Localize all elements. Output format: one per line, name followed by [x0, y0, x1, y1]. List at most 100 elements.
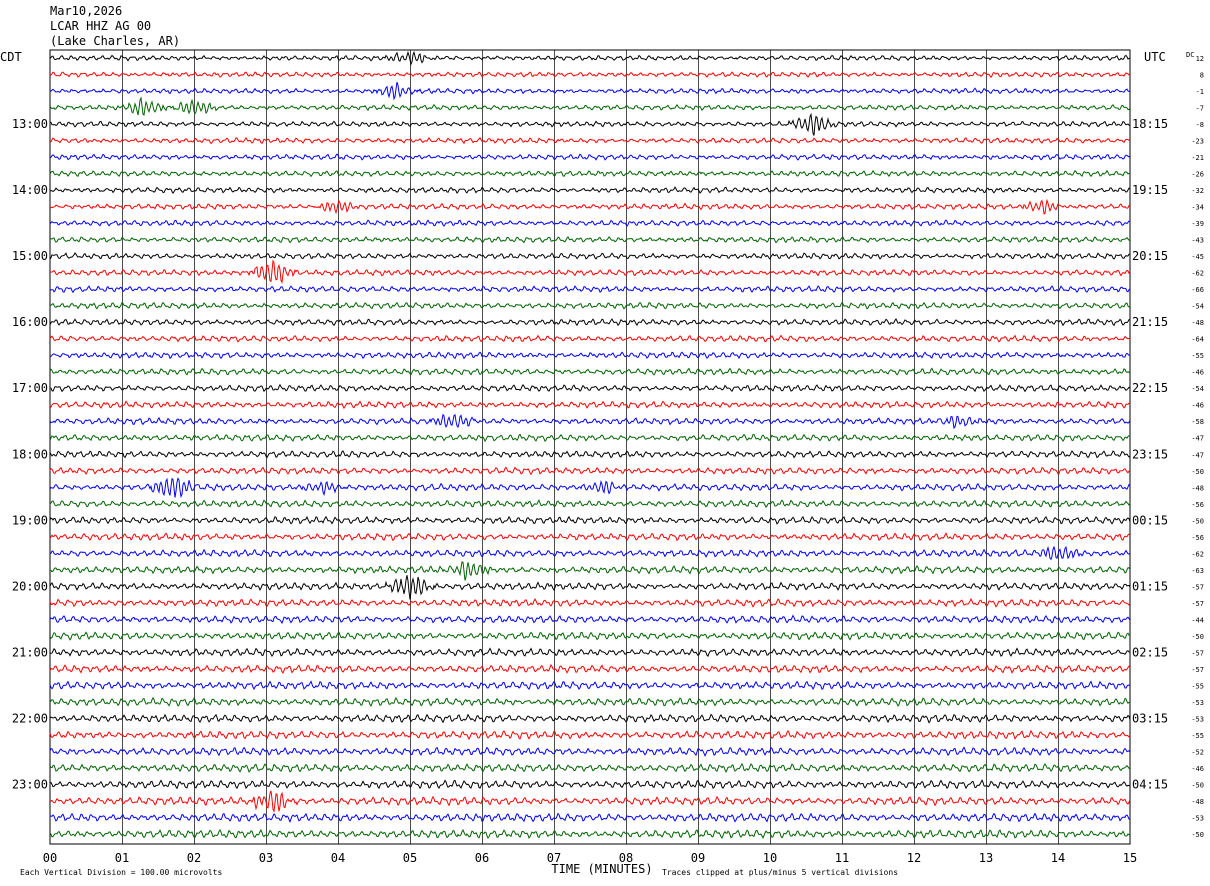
- x-tick-label: 11: [835, 851, 849, 865]
- x-tick-label: 03: [259, 851, 273, 865]
- footer-scale-note: Each Vertical Division = 100.00 microvol…: [20, 868, 222, 877]
- x-tick-label: 07: [547, 851, 561, 865]
- seismic-trace-39: [49, 696, 1131, 707]
- right-hour-label: 00:15: [1132, 513, 1168, 527]
- plot-frame: [49, 49, 1131, 845]
- left-hour-label: 21:00: [12, 645, 48, 659]
- right-hour-label: 19:15: [1132, 183, 1168, 197]
- dc-offset-label: -66: [1191, 286, 1204, 294]
- dc-offset-label: -21: [1191, 154, 1204, 162]
- seismic-trace-15: [49, 301, 1131, 310]
- dc-offset-label: -57: [1191, 649, 1204, 657]
- right-hour-label: 23:15: [1132, 447, 1168, 461]
- seismic-trace-41: [49, 729, 1131, 741]
- dc-offset-label: -56: [1191, 534, 1204, 542]
- dc-offset-label: -52: [1191, 748, 1204, 756]
- dc-offset-label: -50: [1191, 831, 1204, 839]
- seismic-trace-20: [49, 383, 1131, 393]
- dc-offset-label: -34: [1191, 204, 1204, 212]
- dc-offset-label: -53: [1191, 715, 1204, 723]
- seismic-trace-25: [49, 466, 1131, 476]
- seismic-trace-24: [49, 450, 1131, 459]
- left-hour-label: 14:00: [12, 183, 48, 197]
- seismic-trace-32: [49, 575, 1131, 600]
- station-label: LCAR HHZ AG 00: [50, 19, 152, 33]
- x-tick-label: 05: [403, 851, 417, 865]
- right-hour-label: 18:15: [1132, 117, 1168, 131]
- seismic-trace-28: [49, 515, 1131, 525]
- dc-offset-label: -50: [1191, 781, 1204, 789]
- seismic-trace-14: [49, 285, 1131, 294]
- dc-offset-label: -57: [1191, 666, 1204, 674]
- x-tick-label: 02: [187, 851, 201, 865]
- seismic-trace-37: [49, 663, 1131, 674]
- seismic-trace-34: [49, 614, 1131, 625]
- x-tick-label: 08: [619, 851, 633, 865]
- seismic-trace-17: [49, 334, 1131, 343]
- dc-offset-label: -62: [1191, 270, 1204, 278]
- dc-offset-label: -46: [1191, 765, 1204, 773]
- left-hour-label: 22:00: [12, 711, 48, 725]
- seismic-trace-36: [50, 647, 1131, 658]
- seismic-trace-23: [49, 433, 1131, 443]
- dc-offset-label: -48: [1191, 319, 1204, 327]
- dc-offset-label: -50: [1191, 633, 1204, 641]
- dc-offset-label: -50: [1191, 468, 1204, 476]
- dc-offset-label: 8: [1200, 72, 1204, 80]
- dc-offset-label: -45: [1191, 253, 1204, 261]
- dc-offset-label: -47: [1191, 435, 1204, 443]
- dc-offset-label: -32: [1191, 187, 1204, 195]
- dc-offset-label: -46: [1191, 402, 1204, 410]
- x-axis-title: TIME (MINUTES): [551, 862, 652, 876]
- right-hour-label: 01:15: [1132, 579, 1168, 593]
- dc-offset-label: -48: [1191, 484, 1204, 492]
- seismic-trace-4: [49, 112, 1131, 136]
- seismic-trace-11: [49, 236, 1131, 244]
- dc-offset-label: 12: [1196, 55, 1204, 63]
- left-hour-label: 19:00: [12, 513, 48, 527]
- dc-offset-label: -62: [1191, 550, 1204, 558]
- location-label: (Lake Charles, AR): [50, 34, 181, 48]
- x-tick-label: 09: [691, 851, 705, 865]
- dc-offset-label: -56: [1191, 501, 1204, 509]
- dc-offset-label: -55: [1191, 732, 1204, 740]
- dc-offset-label: -54: [1191, 303, 1204, 311]
- date-label: Mar10,2026: [50, 4, 123, 18]
- seismic-trace-40: [49, 713, 1131, 724]
- dc-offset-label: -53: [1191, 699, 1204, 707]
- seismic-trace-3: [49, 96, 1131, 117]
- seismic-trace-46: [49, 812, 1131, 824]
- dc-offset-label: -23: [1191, 138, 1204, 146]
- seismic-trace-6: [49, 153, 1131, 161]
- seismic-trace-10: [49, 219, 1131, 227]
- left-hour-label: 23:00: [12, 777, 48, 791]
- right-hour-label: 21:15: [1132, 315, 1168, 329]
- seismic-trace-44: [49, 779, 1131, 790]
- seismic-trace-35: [49, 631, 1131, 641]
- seismic-trace-13: [50, 259, 1131, 284]
- left-hour-label: 15:00: [12, 249, 48, 263]
- right-hour-label: 03:15: [1132, 711, 1168, 725]
- dc-offset-label: -58: [1191, 418, 1204, 426]
- x-tick-label: 06: [475, 851, 489, 865]
- right-hour-label: 02:15: [1132, 645, 1168, 659]
- left-hour-label: 18:00: [12, 447, 48, 461]
- seismic-trace-12: [49, 252, 1131, 260]
- dc-offset-label: -57: [1191, 600, 1204, 608]
- seismic-trace-16: [49, 318, 1131, 327]
- left-hour-label: 20:00: [12, 579, 48, 593]
- dc-offset-label: -50: [1191, 517, 1204, 525]
- x-tick-label: 15: [1123, 851, 1137, 865]
- dc-offset-label: -44: [1191, 616, 1204, 624]
- dc-offset-label: -43: [1191, 237, 1204, 245]
- right-hour-label: 22:15: [1132, 381, 1168, 395]
- seismic-trace-7: [49, 169, 1131, 178]
- seismic-trace-33: [49, 598, 1131, 608]
- right-hour-label: 04:15: [1132, 777, 1168, 791]
- seismic-trace-47: [49, 828, 1131, 839]
- right-timezone-label: UTC: [1144, 50, 1166, 64]
- x-tick-label: 12: [907, 851, 921, 865]
- dc-offset-label: -64: [1191, 336, 1204, 344]
- dc-offset-label: -39: [1191, 220, 1204, 228]
